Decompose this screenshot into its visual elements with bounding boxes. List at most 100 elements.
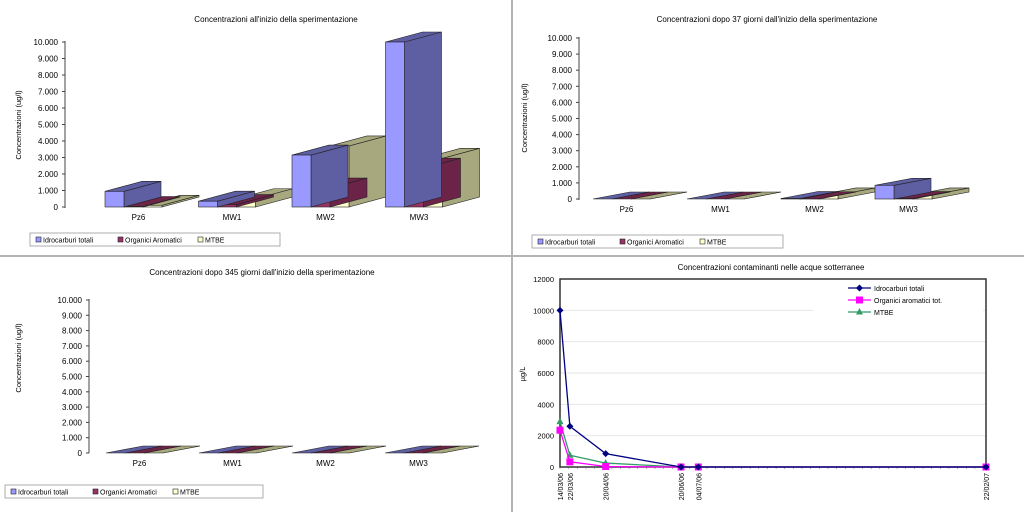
x-tick-label: 22/03/06 [568, 473, 575, 500]
legend-swatch [537, 238, 544, 245]
legend-label: Organici Aromatici [627, 240, 684, 247]
legend-label: MTBE [707, 240, 727, 247]
y-tick-label: 1.000 [552, 179, 573, 188]
bar-front [385, 41, 405, 208]
bar-idrocarburi-totali-mw2 [291, 144, 349, 208]
legend-swatch [117, 236, 124, 243]
x-tick-label: 14/03/06 [558, 473, 565, 500]
y-tick-label: 5.000 [38, 121, 59, 130]
bars [104, 31, 480, 208]
y-axis-label: µg/L [518, 367, 527, 382]
legend-label: Idrocarburi totali [18, 490, 69, 497]
marker-diamond [677, 463, 685, 471]
legend-label: Organici Aromatici [125, 238, 182, 245]
bar-idrocarburi-totali-mw3 [874, 177, 932, 200]
bars [592, 177, 970, 200]
panel-divider-horizontal [0, 255, 1024, 257]
bar-chart-initial: Concentrazioni all'inizio della sperimen… [14, 15, 480, 247]
x-axis-labels: Pz6 MW1 MW2 MW3 [620, 205, 919, 214]
y-tick-label: 4.000 [38, 137, 59, 146]
series-idrocarburi-totali [556, 306, 990, 471]
legend-label: MTBE [874, 310, 894, 317]
marker-diamond [982, 463, 990, 471]
legend-swatch [10, 488, 17, 495]
legend: Idrocarburi totali Organici Aromatici MTBE [531, 234, 784, 249]
x-tick-label: 22/02/07 [984, 473, 991, 500]
x-axis-labels: Pz6 MW1 MW2 MW3 [132, 213, 429, 222]
x-tick-label: Pz6 [133, 459, 147, 468]
y-tick-label: 10.000 [548, 34, 573, 43]
y-tick-label: 6000 [537, 369, 554, 378]
legend-label: Idrocarburi totali [43, 238, 94, 245]
marker-diamond [566, 422, 574, 430]
marker-diamond [602, 450, 610, 458]
marker-diamond [556, 306, 564, 314]
bar-idrocarburi-totali-mw3 [385, 31, 442, 208]
bar-idrocarburi-totali-mw3 [384, 445, 442, 454]
y-tick-label: 2000 [537, 432, 554, 441]
y-axis-label: Concentrazioni (ug/l) [14, 90, 23, 160]
bar-top [592, 191, 650, 200]
series-line [559, 310, 986, 468]
y-tick-label: 4.000 [62, 388, 83, 397]
bar-chart-37-days: Concentrazioni dopo 37 giorni dall'inizi… [520, 15, 970, 249]
y-tick-label: 6.000 [62, 357, 83, 366]
y-axis-ticks: 0 1.000 2.000 3.000 4.000 5.000 6.000 7.000 8.00… [34, 38, 65, 212]
bar-idrocarburi-totali-mw2 [291, 445, 349, 454]
y-tick-label: 9.000 [62, 311, 83, 320]
series-mtbe [556, 417, 990, 470]
x-tick-label: MW1 [223, 213, 242, 222]
bar-idrocarburi-totali-pz6 [105, 445, 163, 454]
legend: Idrocarburi totali Organici Aromatici MTBE [4, 484, 264, 499]
y-axis-label: Concentrazioni (ug/l) [520, 83, 529, 153]
y-tick-label: 7.000 [552, 82, 573, 91]
bar-front [291, 154, 312, 208]
x-tick-label: MW2 [805, 205, 824, 214]
legend: Idrocarburi totali Organici aromatici tot… [813, 281, 983, 317]
legend-label: Organici Aromatici [100, 490, 157, 497]
y-tick-label: 6.000 [38, 104, 59, 113]
y-tick-label: 2.000 [38, 170, 59, 179]
y-tick-label: 3.000 [38, 154, 59, 163]
x-tick-label: MW1 [711, 205, 730, 214]
y-tick-label: 8.000 [62, 327, 83, 336]
x-tick-label: Pz6 [620, 205, 634, 214]
x-tick-label: MW1 [223, 459, 242, 468]
y-tick-label: 8.000 [38, 71, 59, 80]
y-tick-label: 10.000 [34, 38, 59, 47]
bar-side [310, 144, 349, 208]
legend-box [4, 484, 264, 499]
x-tick-label: 20/04/06 [604, 473, 611, 500]
y-tick-label: 1.000 [62, 434, 83, 443]
legend-swatch [172, 488, 179, 495]
y-tick-label: 12000 [533, 275, 554, 284]
y-tick-label: 8000 [537, 338, 554, 347]
y-axis-ticks: 0 1.000 2.000 3.000 4.000 5.000 6.000 7.000 8.00… [58, 296, 89, 458]
legend-label: Idrocarburi totali [545, 240, 596, 247]
bar-idrocarburi-totali-mw1 [198, 190, 255, 208]
y-tick-label: 0 [78, 449, 83, 458]
y-tick-label: 10000 [533, 306, 554, 315]
y-tick-label: 8.000 [552, 66, 573, 75]
y-tick-label: 5.000 [62, 373, 83, 382]
y-tick-label: 2.000 [552, 163, 573, 172]
y-tick-label: 6.000 [552, 98, 573, 107]
legend-swatch [35, 236, 42, 243]
marker-square [556, 426, 564, 434]
legend-swatch [619, 238, 626, 245]
y-tick-label: 2.000 [62, 418, 83, 427]
y-tick-label: 4.000 [552, 131, 573, 140]
y-tick-label: 0 [550, 463, 554, 472]
x-axis-ticks: 14/03/06 22/03/06 20/04/06 20/06/06 04/07/06… [558, 467, 991, 500]
bar-front [104, 191, 125, 208]
marker-square [566, 458, 574, 466]
y-tick-label: 4000 [537, 400, 554, 409]
y-tick-label: 0 [568, 195, 573, 204]
legend-box [531, 234, 784, 249]
bar-side [404, 31, 442, 208]
x-tick-label: MW3 [410, 213, 429, 222]
y-tick-label: 5.000 [552, 115, 573, 124]
marker-triangle [556, 417, 564, 425]
legend-label: Organici aromatici tot. [874, 298, 942, 305]
x-tick-label: MW3 [409, 459, 428, 468]
